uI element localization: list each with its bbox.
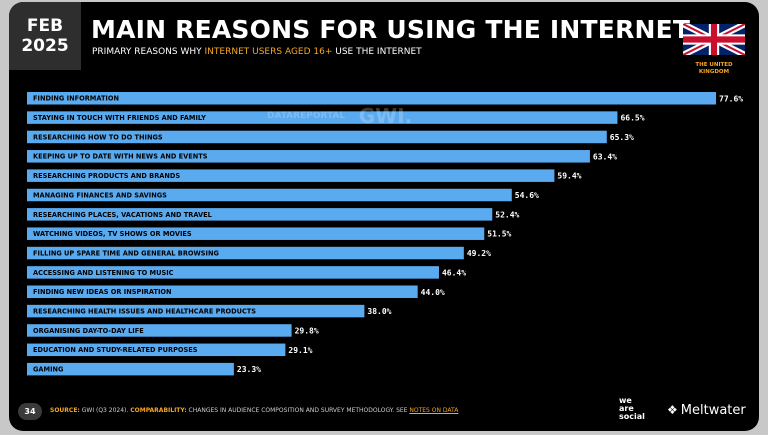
comparability-text: CHANGES IN AUDIENCE COMPOSITION AND SURV… (186, 407, 410, 414)
bar-9 (27, 246, 464, 260)
bar-label-1: FINDING INFORMATION (33, 95, 119, 103)
bar-4 (27, 150, 590, 163)
footer-source: SOURCE: GWI (Q3 2024). COMPARABILITY: CH… (50, 407, 458, 414)
bar-label-2: STAYING IN TOUCH WITH FRIENDS AND FAMILY (33, 114, 206, 122)
page-number: 34 (18, 403, 42, 420)
subtitle-pre: PRIMARY REASONS WHY (92, 47, 205, 57)
meltwater-text: Meltwater (680, 403, 746, 418)
country-line-2: KINGDOM (698, 68, 730, 75)
date-badge: FEB 2025 (9, 2, 81, 70)
bar-label-6: MANAGING FINANCES AND SAVINGS (33, 191, 167, 199)
bar-value-15: 23.3% (237, 365, 261, 374)
bar-value-14: 29.1% (288, 346, 312, 355)
subtitle-post: USE THE INTERNET (332, 47, 422, 57)
bar-value-2: 66.5% (620, 114, 644, 123)
bar-value-7: 52.4% (495, 210, 519, 219)
bar-13 (27, 324, 292, 337)
was-line-1: we (619, 396, 632, 405)
bar-label-8: WATCHING VIDEOS, TV SHOWS OR MOVIES (33, 230, 192, 238)
source-label: SOURCE: (50, 407, 80, 414)
bar-value-11: 44.0% (421, 288, 445, 297)
bar-value-4: 63.4% (593, 152, 617, 161)
country-label: THE UNITED KINGDOM (681, 62, 747, 75)
bar-label-14: EDUCATION AND STUDY-RELATED PURPOSES (33, 346, 198, 354)
bar-label-12: RESEARCHING HEALTH ISSUES AND HEALTHCARE… (33, 308, 256, 316)
bar-3 (27, 130, 607, 144)
bar-value-12: 38.0% (367, 307, 391, 316)
meltwater-icon: ❖ (667, 403, 678, 417)
was-line-3: social (619, 412, 645, 421)
bar-label-13: ORGANISING DAY-TO-DAY LIFE (33, 327, 144, 335)
bar-chart: FINDING INFORMATION 77.6% STAYING IN TOUCH… (27, 92, 743, 376)
comparability-label: COMPARABILITY: (130, 407, 187, 414)
bar-7 (27, 208, 493, 221)
bar-label-15: GAMING (33, 366, 63, 374)
bar-12 (27, 304, 365, 318)
bar-1 (27, 92, 716, 105)
uk-flag-icon (683, 24, 745, 55)
bar-6 (27, 188, 512, 202)
bar-value-8: 51.5% (487, 230, 511, 239)
bar-value-1: 77.6% (719, 94, 743, 103)
bar-label-10: ACCESSING AND LISTENING TO MUSIC (33, 269, 174, 277)
bar-5 (27, 169, 555, 182)
bar-value-9: 49.2% (467, 249, 491, 258)
bar-label-9: FILLING UP SPARE TIME AND GENERAL BROWSI… (33, 249, 219, 257)
bar-label-5: RESEARCHING PRODUCTS AND BRANDS (33, 172, 180, 180)
we-are-social-logo: we are social (619, 397, 649, 421)
bar-value-13: 29.8% (295, 326, 319, 335)
bar-value-5: 59.4% (557, 172, 581, 181)
bar-value-6: 54.6% (515, 191, 539, 200)
country-line-1: THE UNITED (695, 62, 733, 68)
page-subtitle: PRIMARY REASONS WHY INTERNET USERS AGED … (92, 47, 422, 57)
watermark-gwi: GWI. (358, 104, 413, 128)
bar-11 (27, 285, 418, 298)
watermark-datareportal: DATAREPORTAL (267, 111, 346, 121)
bar-label-3: RESEARCHING HOW TO DO THINGS (33, 133, 163, 141)
bar-14 (27, 343, 286, 357)
was-line-2: are (619, 404, 634, 413)
bar-10 (27, 266, 439, 279)
bar-value-3: 65.3% (610, 133, 634, 142)
badge-month: FEB (26, 16, 64, 36)
bar-8 (27, 227, 485, 240)
bar-label-7: RESEARCHING PLACES, VACATIONS AND TRAVEL (33, 211, 213, 219)
bar-2 (27, 111, 618, 124)
badge-year: 2025 (21, 36, 69, 56)
notes-on-data-link[interactable]: NOTES ON DATA (409, 407, 459, 414)
bar-15 (27, 362, 234, 376)
bar-label-11: FINDING NEW IDEAS OR INSPIRATION (33, 288, 172, 296)
page-title: MAIN REASONS FOR USING THE INTERNET (91, 15, 691, 44)
subtitle-highlight: INTERNET USERS AGED 16+ (204, 47, 333, 57)
source-text: GWI (Q3 2024). (79, 407, 131, 414)
bar-value-10: 46.4% (442, 268, 466, 277)
slide: FEB 2025 MAIN REASONS FOR USING THE INTE… (9, 2, 759, 431)
bar-label-4: KEEPING UP TO DATE WITH NEWS AND EVENTS (33, 153, 208, 161)
watermark: DATAREPORTAL GWI. (267, 104, 412, 128)
meltwater-logo: ❖ Meltwater (667, 403, 746, 418)
